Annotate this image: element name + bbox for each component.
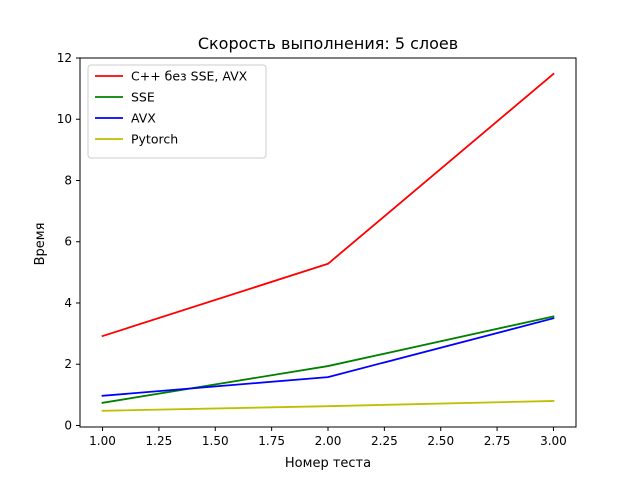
x-tick-label-5: 2.25 — [371, 434, 398, 448]
y-tick-label-3: 6 — [64, 235, 72, 249]
legend: C++ без SSE, AVX SSE AVX Pytorch — [87, 64, 267, 159]
y-tick-label-2: 4 — [64, 296, 72, 310]
legend-label-3: Pytorch — [131, 132, 178, 147]
x-tick-label-7: 2.75 — [484, 434, 511, 448]
series-line-2 — [101, 317, 555, 397]
y-axis-label: Время — [33, 223, 48, 266]
legend-label-2: AVX — [131, 111, 156, 126]
y-tick-label-0: 0 — [64, 418, 72, 432]
y-tick-label-4: 8 — [64, 173, 72, 187]
x-tick-label-1: 1.25 — [146, 434, 173, 448]
x-axis-label: Номер теста — [285, 456, 371, 471]
x-tick-label-4: 2.00 — [315, 434, 342, 448]
series-line-1 — [101, 315, 555, 404]
x-tick-label-8: 3.00 — [540, 434, 567, 448]
x-tick-label-0: 1.00 — [89, 434, 116, 448]
legend-box — [87, 64, 267, 159]
x-tick-label-2: 1.50 — [202, 434, 229, 448]
y-tick-label-6: 12 — [57, 51, 72, 65]
y-tick-label-5: 10 — [57, 112, 72, 126]
chart-title: Скорость выполнения: 5 слоев — [198, 34, 458, 53]
legend-label-1: SSE — [131, 90, 155, 105]
y-tick-label-1: 2 — [64, 357, 72, 371]
x-tick-label-6: 2.50 — [427, 434, 454, 448]
plot-area: 1.00 1.25 1.50 1.75 2.00 2.25 2.50 2.75 3.00 0 2 4 6… — [57, 51, 577, 448]
series-line-0 — [101, 72, 555, 338]
series-line-3 — [101, 400, 555, 412]
x-tick-label-3: 1.75 — [258, 434, 285, 448]
legend-label-0: C++ без SSE, AVX — [131, 69, 248, 84]
